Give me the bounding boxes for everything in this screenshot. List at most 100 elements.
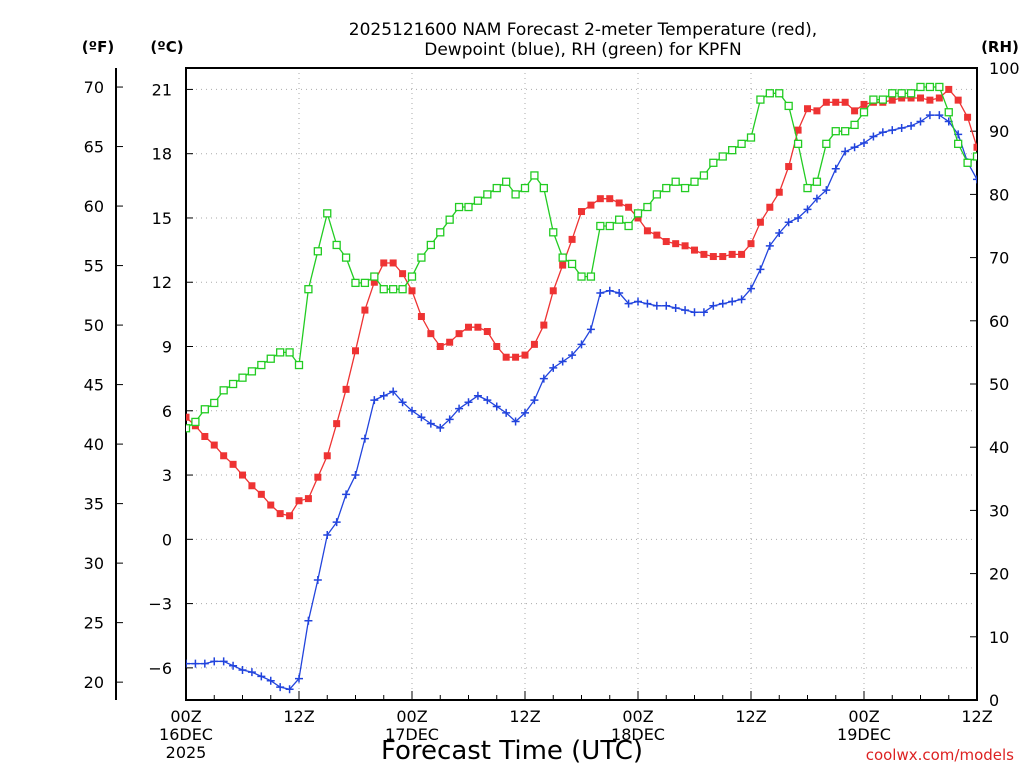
temperature-point <box>606 195 614 203</box>
relative-humidity-point <box>878 95 887 104</box>
dewpoint-point <box>276 683 285 692</box>
grid-lines <box>186 68 977 700</box>
relative-humidity-point <box>313 247 322 256</box>
dewpoint-point <box>389 387 398 396</box>
temperature-point <box>267 501 275 509</box>
relative-humidity-point <box>186 424 191 433</box>
relative-humidity-point <box>520 183 530 193</box>
relative-humidity-point <box>784 101 793 111</box>
relative-humidity-line <box>186 86 977 429</box>
fahrenheit-tick-label: 20 <box>84 673 104 692</box>
temperature-point <box>210 441 218 449</box>
temperature-point <box>625 203 633 211</box>
dewpoint-point <box>417 413 426 422</box>
rh-tick-label: 80 <box>989 185 1009 204</box>
dewpoint-point <box>257 672 266 681</box>
temperature-point <box>691 246 698 254</box>
temperature-point <box>389 259 397 267</box>
dewpoint-point <box>247 668 256 677</box>
relative-humidity-point <box>690 177 699 186</box>
dewpoint-point <box>728 297 737 306</box>
relative-humidity-point <box>925 82 935 92</box>
temperature-point <box>851 107 859 115</box>
temperature-point <box>634 214 642 222</box>
dewpoint-point <box>445 415 454 424</box>
dewpoint-point <box>690 308 699 317</box>
relative-humidity-point <box>671 177 680 186</box>
temperature-point <box>408 287 416 295</box>
dewpoint-point <box>671 303 680 312</box>
relative-humidity-point <box>680 183 690 193</box>
chart-title-line1: 2025121600 NAM Forecast 2-meter Temperat… <box>349 20 817 40</box>
dewpoint-point <box>634 297 642 306</box>
relative-humidity-point <box>869 95 878 104</box>
temperature-point <box>700 250 708 258</box>
temperature-point <box>662 238 670 246</box>
x-tick-label: 12Z <box>735 707 766 726</box>
dewpoint-point <box>332 518 341 527</box>
dewpoint-point <box>747 284 755 293</box>
temperature-point <box>361 306 369 314</box>
dewpoint-point <box>925 111 934 120</box>
temperature-point <box>474 323 482 331</box>
rh-tick-label: 40 <box>989 438 1009 457</box>
dewpoint-point <box>370 396 379 405</box>
relative-humidity-point <box>530 171 539 180</box>
relative-humidity-point <box>492 183 501 193</box>
dewpoint-point <box>483 396 492 405</box>
relative-humidity-point <box>304 285 313 294</box>
x-date-label: 18DEC <box>611 725 665 744</box>
relative-humidity-point <box>822 139 831 148</box>
x-tick-label: 12Z <box>961 707 992 726</box>
dewpoint-point <box>511 417 520 426</box>
temperature-point <box>380 259 388 267</box>
relative-humidity-point <box>699 171 709 180</box>
relative-humidity-point <box>567 259 577 269</box>
dewpoint-point <box>436 423 445 432</box>
temperature-point <box>832 98 840 106</box>
watermark: coolwx.com/models <box>866 746 1014 764</box>
dewpoint-point <box>643 299 652 308</box>
dewpoint-point <box>379 391 388 400</box>
relative-humidity-point <box>916 82 925 92</box>
celsius-tick-label: −6 <box>148 659 172 678</box>
dewpoint-point <box>615 288 624 297</box>
relative-humidity-point <box>765 89 774 98</box>
x-tick-label: 12Z <box>283 707 314 726</box>
temperature-point <box>917 94 924 102</box>
x-tick-label: 12Z <box>509 707 540 726</box>
temperature-point <box>483 328 491 336</box>
dewpoint-point <box>492 402 501 411</box>
temperature-point <box>747 240 755 248</box>
relative-humidity-point <box>812 177 822 186</box>
axes: 2025303540455055606570−6−303691215182101… <box>84 59 1020 762</box>
celsius-tick-label: −3 <box>148 595 172 614</box>
relative-humidity-point <box>841 127 850 136</box>
x-tick-label: 00Z <box>396 707 427 726</box>
temperature-point <box>220 452 228 460</box>
dewpoint-point <box>502 408 511 417</box>
dewpoint-point <box>351 471 360 480</box>
relative-humidity-point <box>464 202 473 212</box>
relative-humidity-point <box>577 272 586 281</box>
x-date-label: 17DEC <box>385 725 439 744</box>
dewpoint-point <box>860 138 868 147</box>
dewpoint-point <box>794 213 803 222</box>
relative-humidity-point <box>662 183 671 193</box>
relative-humidity-point <box>502 177 511 186</box>
relative-humidity-point <box>643 202 652 212</box>
relative-humidity-point <box>605 221 614 231</box>
dewpoint-point <box>285 685 294 694</box>
celsius-tick-label: 21 <box>152 80 172 99</box>
temperature-point <box>973 143 977 151</box>
temperature-point <box>257 490 265 498</box>
relative-humidity-point <box>897 89 906 98</box>
dewpoint-point <box>342 490 351 499</box>
dewpoint-point <box>313 576 322 585</box>
temperature-point <box>841 98 849 106</box>
relative-humidity-point <box>483 190 492 199</box>
relative-humidity-point <box>276 348 285 357</box>
dewpoint-point <box>473 391 482 400</box>
relative-humidity-point <box>935 82 944 92</box>
dewpoint-point <box>323 531 332 540</box>
